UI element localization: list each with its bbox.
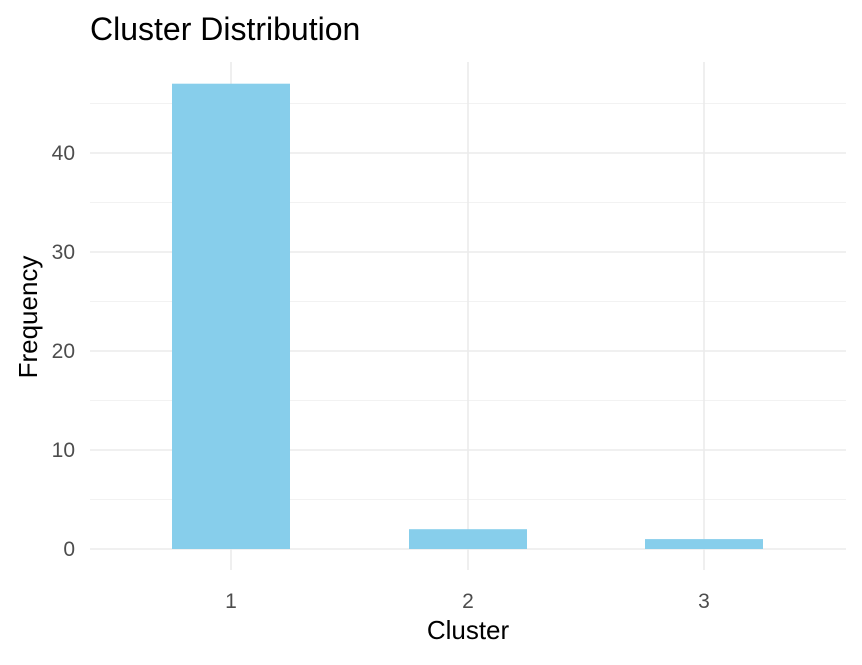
x-tick-labels: 1 2 3 xyxy=(225,590,710,613)
bar-cluster-2 xyxy=(409,529,527,549)
x-tick-label: 1 xyxy=(225,590,237,613)
chart-title: Cluster Distribution xyxy=(90,11,360,47)
bar-cluster-1 xyxy=(172,83,290,549)
bars xyxy=(172,83,763,549)
x-axis-title: Cluster xyxy=(427,615,510,645)
y-tick-label: 10 xyxy=(52,439,75,462)
x-tick-label: 3 xyxy=(698,590,710,613)
y-axis-title: Frequency xyxy=(13,256,43,379)
y-tick-label: 40 xyxy=(52,142,75,165)
x-tick-label: 2 xyxy=(462,590,474,613)
y-tick-label: 30 xyxy=(52,241,75,264)
bar-cluster-3 xyxy=(645,539,763,549)
y-tick-labels: 0 10 20 30 40 xyxy=(52,142,75,561)
y-tick-label: 20 xyxy=(52,340,75,363)
y-tick-label: 0 xyxy=(63,538,75,561)
